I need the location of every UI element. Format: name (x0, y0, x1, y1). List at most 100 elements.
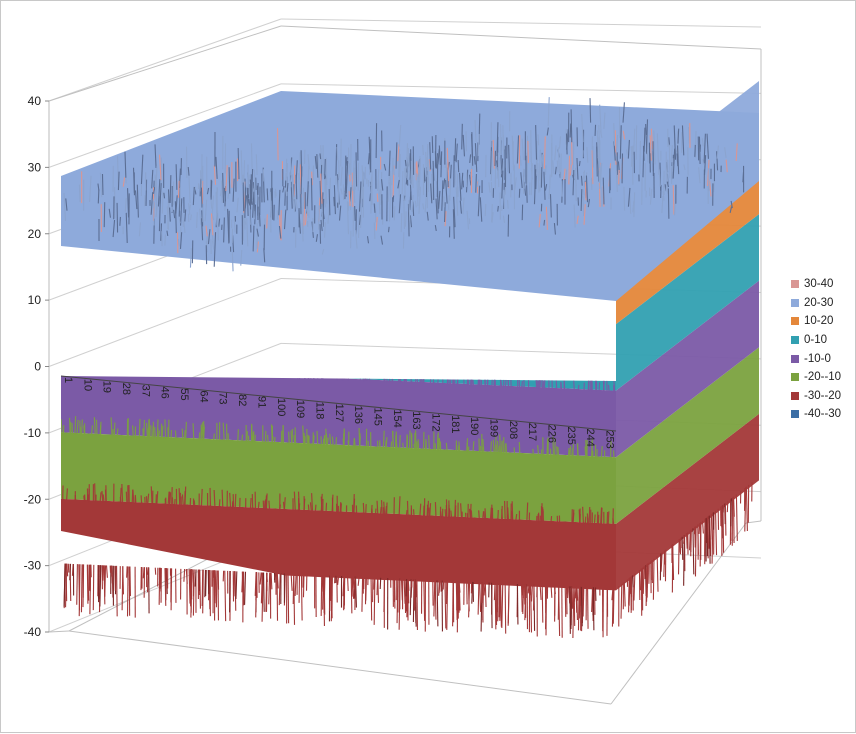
wall-edge (49, 26, 281, 101)
surface-spike (258, 358, 259, 376)
surface-spike (699, 137, 700, 164)
surface-spike (267, 188, 268, 200)
surface-spike (250, 498, 251, 509)
surface-spike (132, 490, 133, 504)
surface-spike (673, 185, 674, 214)
surface-plot (61, 81, 759, 638)
surface-spike (117, 428, 118, 436)
surface-spike (501, 305, 502, 321)
surface-spike (449, 508, 450, 518)
surface-spike (120, 217, 121, 226)
surface-spike (551, 516, 552, 523)
surface-spike (120, 357, 121, 371)
surface-spike (400, 301, 401, 317)
surface-spike (417, 579, 418, 630)
surface-spike (695, 526, 696, 576)
surface-spike (687, 533, 688, 548)
legend-item: -10-0 (791, 349, 855, 368)
surface-spike (559, 586, 560, 636)
surface-spike (578, 385, 579, 391)
x-tick-label: 37 (139, 385, 151, 397)
surface-spike (161, 363, 162, 373)
surface-spike (447, 373, 448, 385)
surface-spike (458, 160, 459, 172)
surface-spike (222, 490, 223, 508)
surface-spike (124, 285, 125, 304)
surface-spike (401, 213, 402, 232)
surface-spike (75, 416, 76, 435)
surface-spike (268, 368, 269, 377)
surface-spike (501, 441, 502, 454)
surface-spike (93, 363, 94, 369)
surface-spike (162, 192, 163, 214)
surface-spike (292, 429, 293, 445)
surface-spike (435, 580, 436, 619)
surface-spike (268, 362, 269, 377)
surface-spike (184, 430, 185, 440)
surface-spike (98, 189, 99, 203)
surface-spike (327, 305, 328, 313)
surface-spike (531, 585, 532, 633)
surface-spike (193, 569, 194, 615)
surface-spike (170, 208, 171, 222)
surface-spike (87, 565, 88, 604)
surface-spike (70, 418, 71, 435)
surface-spike (502, 509, 503, 521)
z-tick-label: -20 (24, 492, 42, 506)
surface-spike (70, 564, 71, 580)
surface-spike (561, 154, 562, 179)
surface-spike (508, 200, 509, 209)
surface-spike (68, 294, 69, 302)
surface-spike (540, 585, 541, 600)
surface-spike (216, 356, 217, 374)
legend-label: 10-20 (804, 315, 833, 327)
surface-spike (193, 423, 194, 440)
surface-spike (196, 295, 197, 307)
surface-spike (414, 509, 415, 516)
surface-spike (530, 306, 531, 322)
surface-spike (483, 582, 484, 620)
surface-spike (319, 205, 320, 229)
surface-spike (260, 572, 261, 584)
surface-spike (203, 424, 204, 440)
surface-spike (165, 419, 166, 439)
surface-spike (371, 577, 372, 620)
surface-spike (355, 206, 356, 221)
surface-spike (491, 309, 492, 321)
surface-spike (429, 508, 430, 518)
surface-spike (126, 492, 127, 504)
surface-spike (727, 501, 728, 512)
surface-spike (214, 434, 215, 442)
surface-spike (597, 147, 598, 177)
surface-spike (277, 304, 278, 311)
surface-spike (455, 138, 456, 161)
surface-spike (371, 177, 372, 187)
surface-spike (498, 307, 499, 320)
surface-spike (429, 435, 430, 451)
surface-spike (334, 197, 335, 206)
surface-spike (172, 487, 173, 506)
surface-spike (455, 372, 456, 386)
surface-spike (269, 573, 270, 604)
surface-spike (136, 352, 137, 372)
surface-spike (105, 565, 106, 596)
surface-spike (684, 535, 685, 544)
surface-spike (267, 214, 268, 228)
surface-spike (500, 374, 501, 388)
surface-spike (271, 302, 272, 310)
surface-spike (153, 297, 154, 305)
surface-spike (445, 509, 446, 518)
surface-spike (611, 307, 612, 326)
surface-spike (301, 166, 302, 194)
surface-spike (159, 568, 160, 605)
surface-spike (632, 158, 633, 184)
surface-spike (565, 586, 566, 617)
legend-label: 0-10 (804, 334, 827, 346)
surface-spike (266, 573, 267, 612)
surface-spike (276, 362, 277, 378)
surface-spike (576, 168, 577, 201)
surface-spike (267, 435, 268, 444)
surface-spike (532, 585, 533, 602)
surface-spike (657, 556, 658, 591)
x-tick-label: 208 (507, 421, 519, 439)
